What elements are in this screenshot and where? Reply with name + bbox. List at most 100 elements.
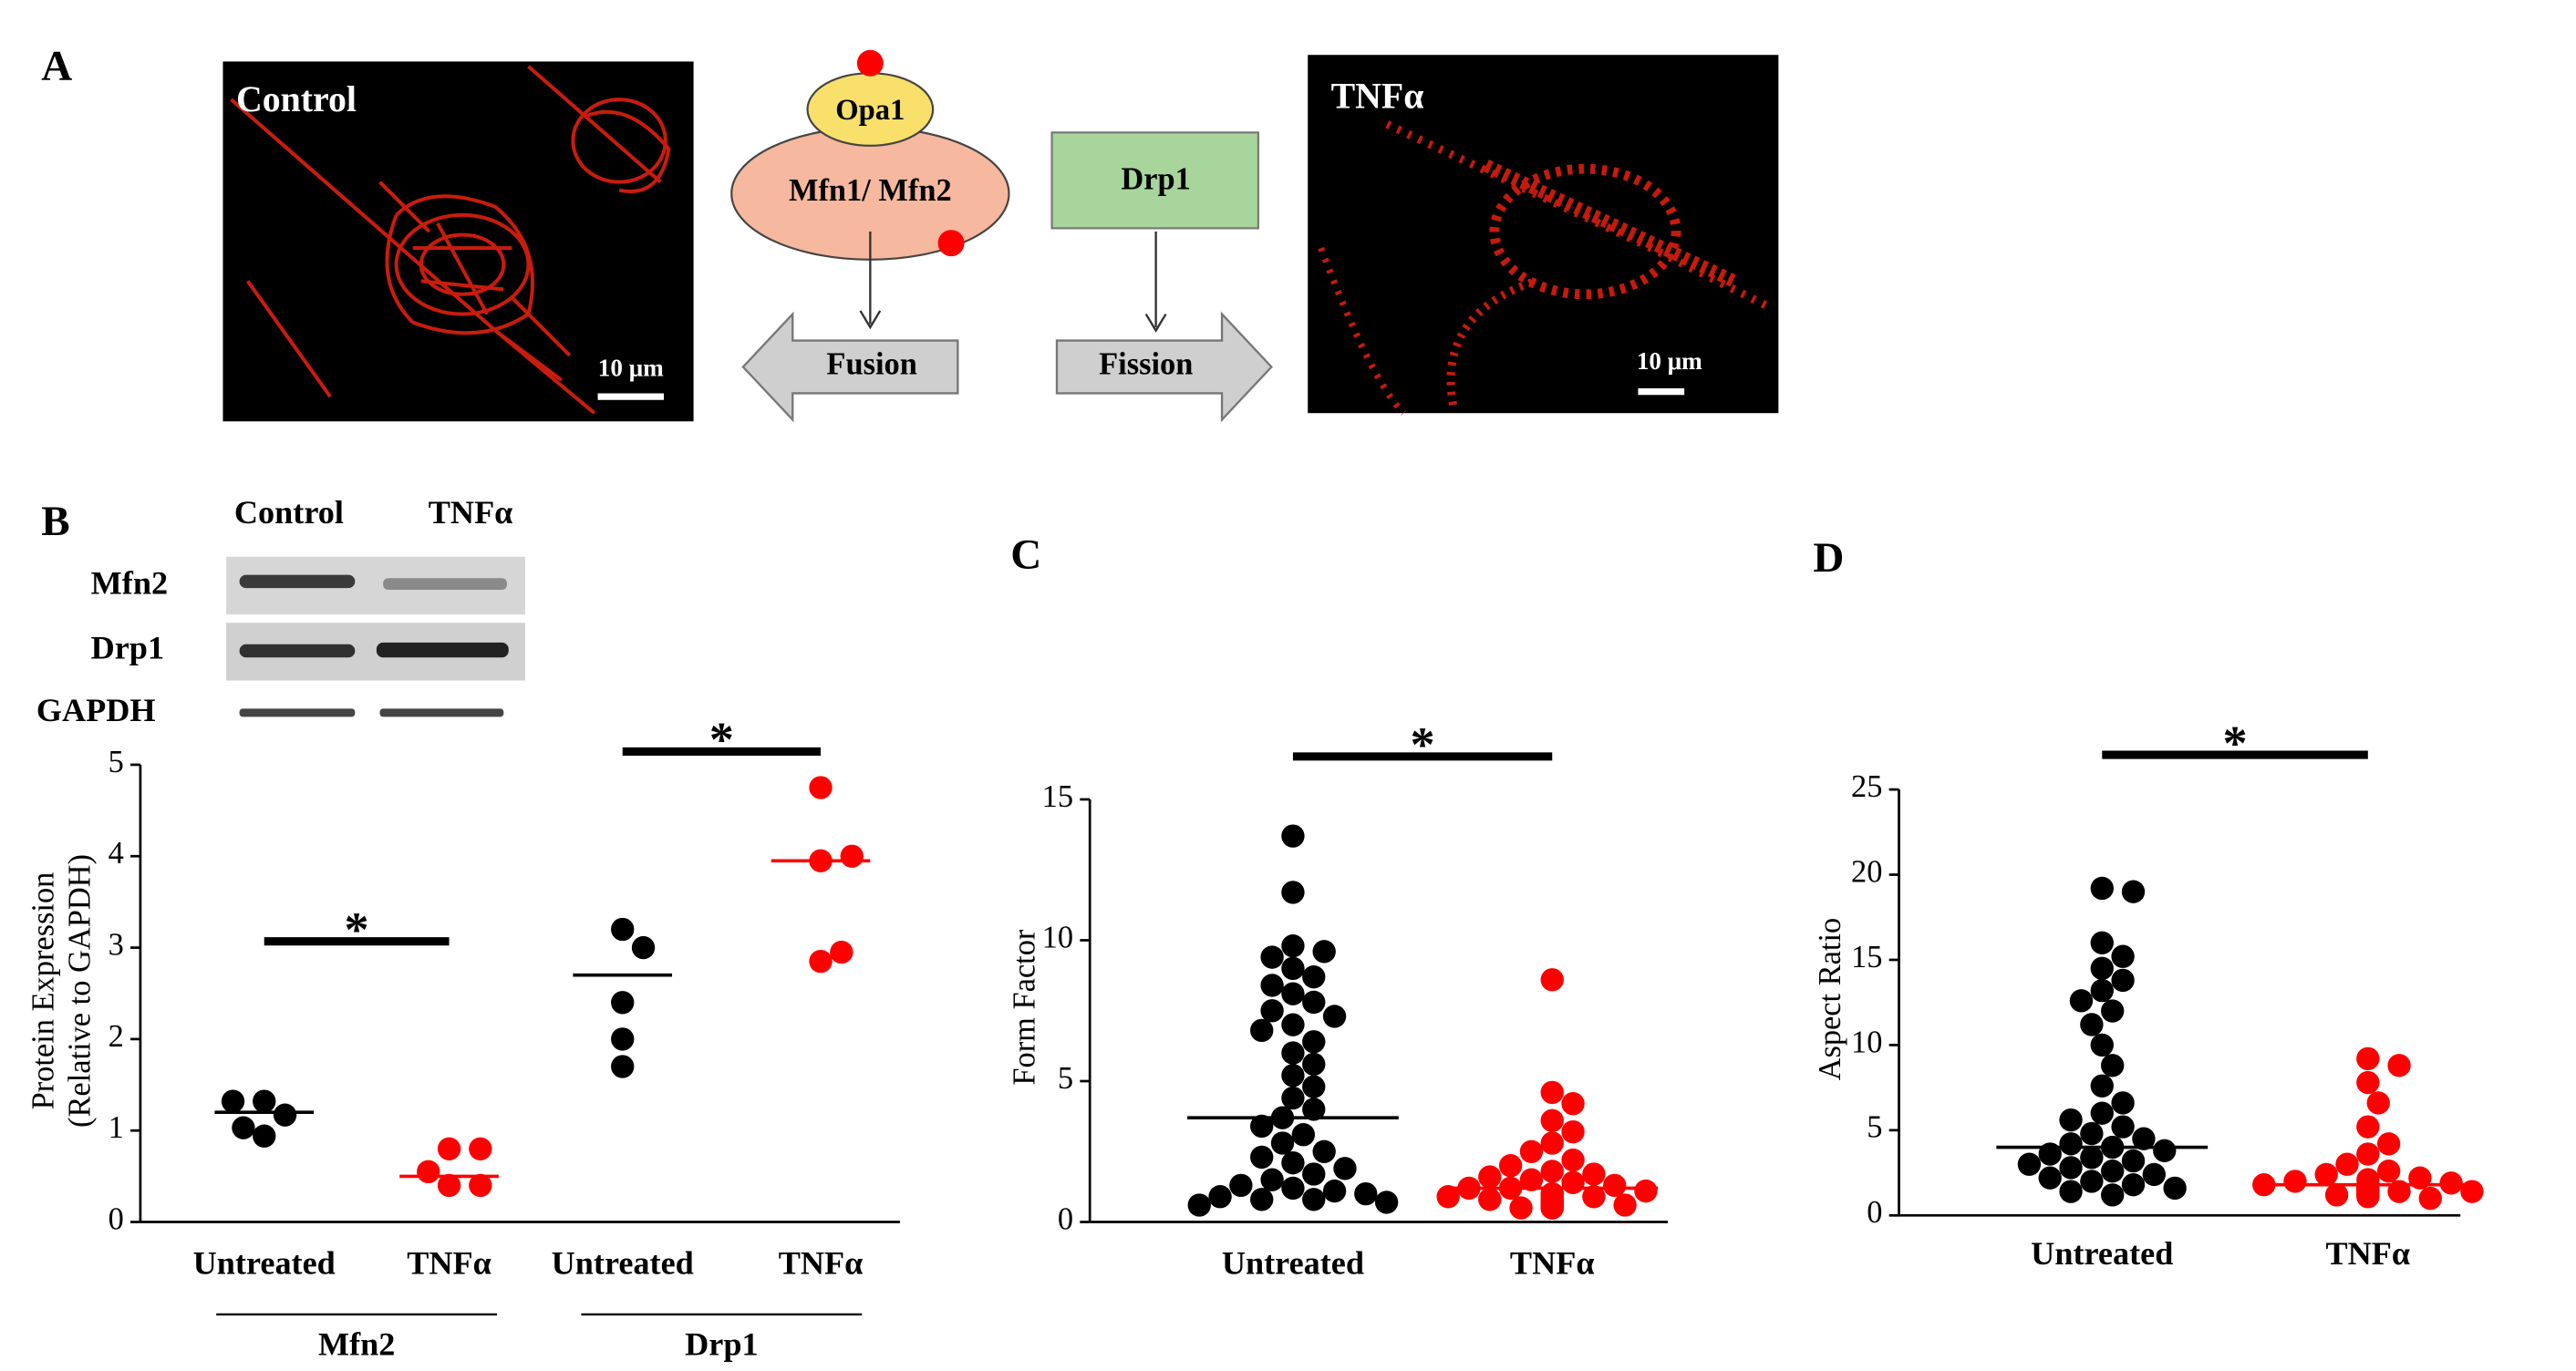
data-point [830,940,853,964]
data-point [2059,1132,2083,1156]
data-point [437,1173,461,1198]
data-point [1582,1162,1606,1186]
data-point [1478,1165,1502,1189]
micrograph-control: Control 10 μm [222,61,694,422]
x-tick-label: Untreated [193,1245,336,1282]
y-tick-label: 3 [109,927,124,962]
data-point [1540,968,1564,992]
data-point [1540,1108,1564,1132]
data-point [2111,968,2135,993]
data-point [1270,1131,1295,1155]
data-point [2356,1070,2380,1095]
data-point [809,776,833,799]
blot-column: TNFα [429,494,513,531]
data-point [2090,1101,2114,1125]
y-tick-label: 0 [1058,1201,1073,1236]
panel-label: D [1813,534,1844,582]
y-tick-label: 15 [1042,779,1073,814]
x-tick-label: TNFα [407,1245,491,1282]
significance-label: * [709,713,734,768]
data-point [1519,1168,1544,1191]
data-point [2356,1046,2380,1071]
significance-label: * [2222,716,2247,770]
y-tick-label: 5 [1058,1061,1073,1096]
data-point [1281,1150,1305,1175]
y-tick-label: 20 [1851,854,1882,889]
y-tick-label: 15 [1851,940,1882,974]
pathway-diagram: Opa1 Mfn1/ Mfn2 Fusion Drp1 Fission [730,49,1274,423]
data-point [1281,824,1305,848]
data-point [1561,1148,1585,1172]
y-axis-label: (Relative to GAPDH) [62,854,97,1128]
y-axis-label: Protein Expression [26,872,61,1110]
blot-row: Mfn2 [91,565,168,602]
data-point [437,1137,461,1160]
x-tick-label: Untreated [1222,1245,1364,1282]
node-label: Mfn1/ Mfn2 [789,173,952,208]
data-point [1281,1041,1305,1065]
data-point [2121,880,2146,903]
data-point [1302,964,1326,989]
y-axis-label: Form Factor [1007,929,1041,1086]
data-point [2080,1146,2104,1170]
data-point [253,1089,276,1113]
data-point [2121,1149,2146,1173]
data-point [1260,945,1284,969]
blot-column: Control [234,494,344,531]
data-point [1322,1005,1347,1028]
data-point [469,1137,492,1160]
data-point [2101,1183,2125,1207]
data-point [611,917,635,942]
y-tick-label: 4 [109,836,124,871]
data-point [2080,1121,2104,1146]
data-point [1561,1092,1585,1116]
data-point [1281,982,1305,1005]
y-tick-label: 10 [1042,920,1073,954]
x-tick-label: Untreated [2031,1235,2173,1272]
data-point [1281,956,1305,981]
data-point [1187,1193,1211,1217]
y-tick-label: 1 [109,1110,124,1145]
data-point [2059,1156,2083,1180]
data-point [1281,1013,1305,1036]
data-point [1281,933,1305,958]
data-point [2153,1139,2177,1162]
data-point [1260,999,1284,1023]
data-point [253,1124,276,1148]
data-point [2090,1074,2114,1098]
x-tick-label: Untreated [552,1245,694,1282]
panel-label: B [41,498,69,545]
data-point [2376,1132,2401,1156]
data-point [1302,1030,1326,1054]
data-point [1291,1123,1316,1147]
data-point [2059,1180,2083,1203]
data-point [1260,974,1284,997]
data-point [1302,1098,1326,1121]
data-point [1302,1052,1326,1077]
x-tick-label: TNFα [2326,1235,2411,1272]
scale-bar-label: 10 μm [1637,347,1702,375]
data-point [1229,1173,1253,1198]
y-tick-label: 5 [1867,1110,1882,1145]
data-point [2090,956,2114,980]
data-point [2121,1172,2146,1197]
data-point [611,991,635,1015]
data-point [1561,1119,1585,1144]
data-point [1281,1086,1305,1110]
data-point [1281,1176,1305,1201]
scale-bar-label: 10 μm [598,354,664,381]
data-point [1250,1018,1274,1043]
significance-label: * [1411,717,1435,772]
y-axis-label: Aspect Ratio [1813,918,1847,1081]
data-point [2335,1152,2359,1176]
y-tick-label: 10 [1851,1025,1882,1059]
data-point [611,1055,635,1078]
data-point [2090,876,2114,901]
panel-label: C [1010,531,1041,578]
data-point [1540,1131,1564,1155]
data-point [2132,1127,2156,1150]
data-point [1333,1157,1357,1180]
y-tick-label: 5 [109,745,124,779]
data-point [2038,1166,2062,1190]
